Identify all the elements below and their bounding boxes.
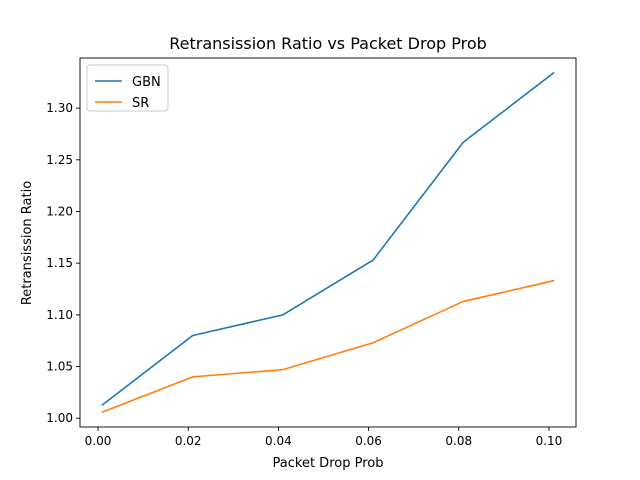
x-tick-label: 0.04 <box>265 434 292 448</box>
x-tick-label: 0.06 <box>355 434 382 448</box>
legend-label-gbn: GBN <box>132 75 161 90</box>
axes-frame <box>79 57 577 428</box>
legend: GBN SR <box>86 64 169 112</box>
chart-title: Retransission Ratio vs Packet Drop Prob <box>169 34 487 53</box>
y-tick-label: 1.10 <box>46 308 73 322</box>
legend-label-sr: SR <box>132 96 149 111</box>
y-axis-label: Retransission Ratio <box>20 181 35 305</box>
x-tick-label: 0.08 <box>445 434 472 448</box>
y-tick-label: 1.25 <box>46 153 73 167</box>
y-tick-label: 1.30 <box>46 101 73 115</box>
y-tick-label: 1.00 <box>46 411 73 425</box>
x-axis-label: Packet Drop Prob <box>273 456 384 471</box>
plot-area: 0.00 0.02 0.04 0.06 0.08 0.10 1.00 1.05 1.10 1.15… <box>46 57 577 448</box>
y-tick-label: 1.05 <box>46 360 73 374</box>
y-tick-label: 1.20 <box>46 204 73 218</box>
legend-box <box>86 64 169 112</box>
y-tick-label: 1.15 <box>46 256 73 270</box>
x-tick-label: 0.02 <box>175 434 202 448</box>
series-line-sr <box>101 279 555 414</box>
series-line-gbn <box>101 71 555 406</box>
x-tick-label: 0.10 <box>536 434 563 448</box>
x-tick-label: 0.00 <box>85 434 112 448</box>
